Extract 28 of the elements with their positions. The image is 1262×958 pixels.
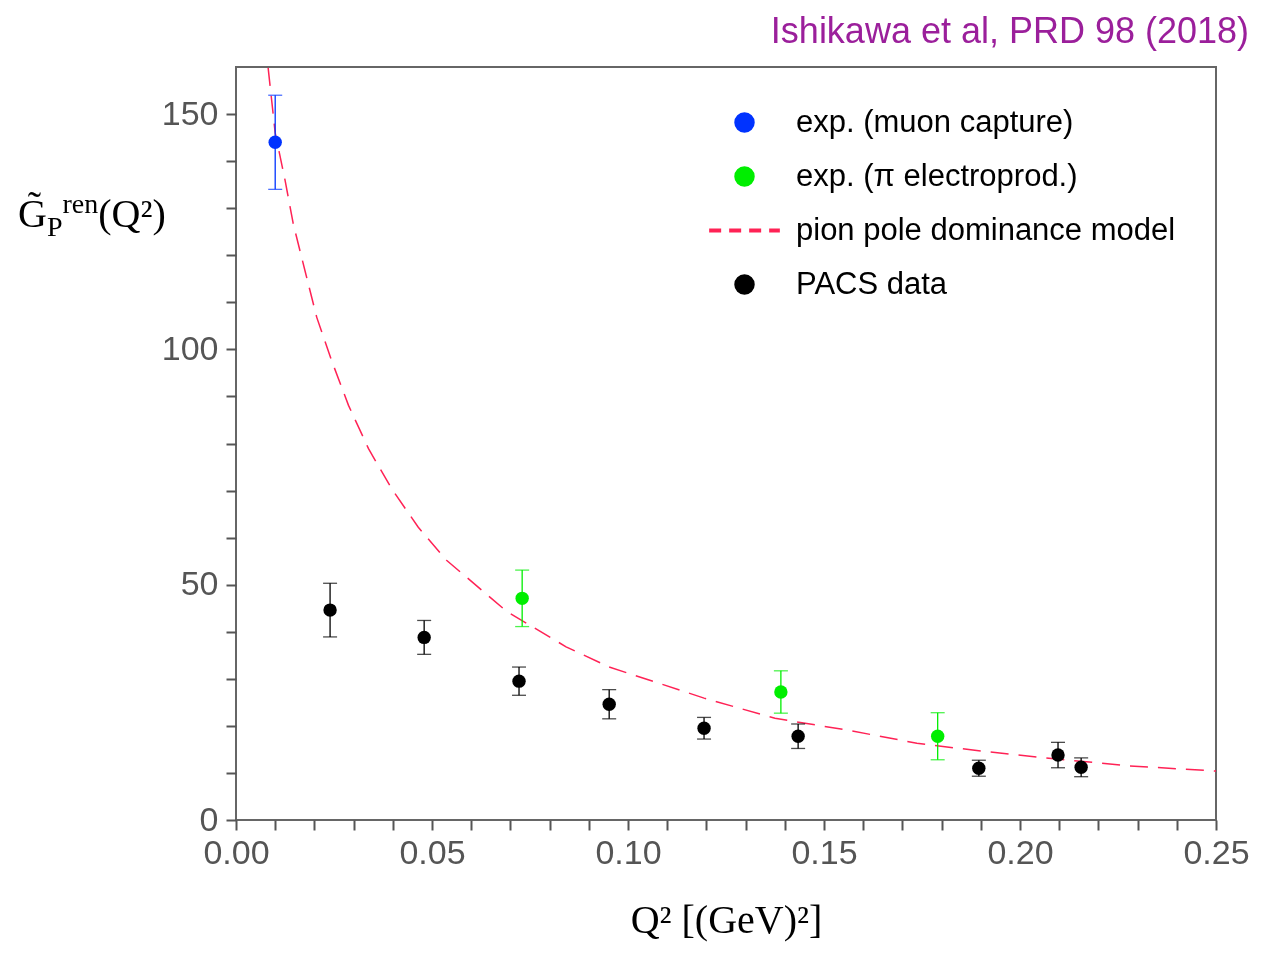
point [602, 697, 616, 711]
point [697, 721, 711, 735]
legend-label: PACS data [796, 265, 948, 301]
legend-label: exp. (π electroprod.) [796, 157, 1078, 193]
x-tick-label: 0.05 [399, 832, 466, 871]
x-tick-label: 0.25 [1183, 832, 1250, 871]
point [1051, 748, 1065, 762]
x-tick-label: 0.15 [791, 832, 858, 871]
point [791, 729, 805, 743]
x-tick-label: 0.10 [595, 832, 662, 871]
y-tick-label: 50 [180, 564, 219, 603]
chart-title: Ishikawa et al, PRD 98 (2018) [770, 10, 1250, 51]
x-tick-label: 0.20 [987, 832, 1054, 871]
point [774, 685, 788, 699]
point [1074, 760, 1088, 774]
y-tick-label: 100 [161, 328, 219, 367]
point [268, 135, 282, 149]
line-series [267, 67, 1216, 772]
point [512, 674, 526, 688]
point [930, 729, 945, 743]
legend-label: exp. (muon capture) [796, 103, 1074, 139]
x-axis-title: Q² [(GeV)²] [630, 896, 823, 942]
point [417, 630, 431, 645]
y-tick-label: 150 [161, 93, 219, 132]
y-axis-title: G̃$_{P}$$^{ren}$(Q²) [18, 188, 166, 244]
point [515, 591, 529, 606]
legend-label: pion pole dominance model [796, 211, 1176, 247]
point [323, 603, 337, 617]
